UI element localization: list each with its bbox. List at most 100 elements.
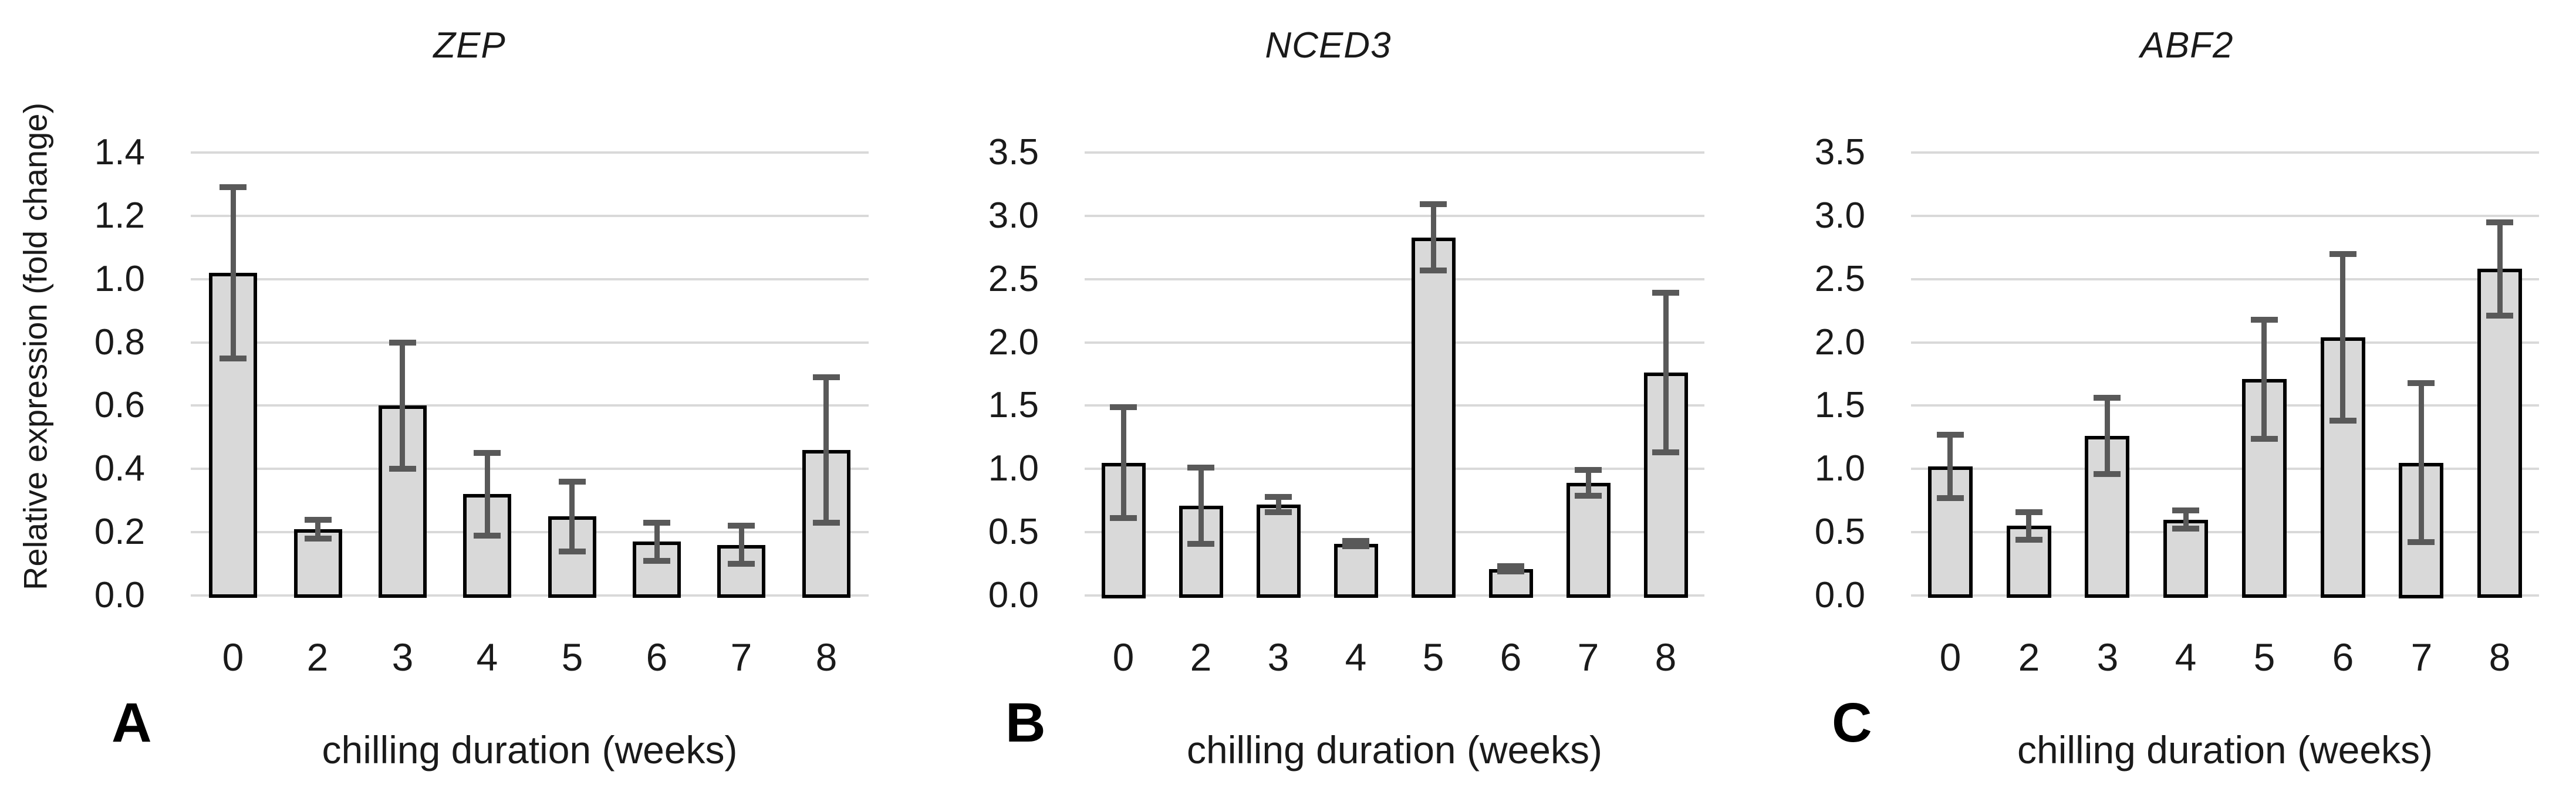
x-tick-label: 4 <box>476 635 498 679</box>
error-bar-cap <box>2094 471 2121 477</box>
gridline <box>1085 214 1704 217</box>
error-bar-cap <box>1652 449 1679 455</box>
gridline <box>1085 404 1704 407</box>
error-bar-cap <box>2329 418 2356 424</box>
error-bar-stem <box>1121 407 1126 519</box>
error-bar-cap <box>1110 404 1137 410</box>
error-bar-cap <box>2486 219 2513 225</box>
y-tick-label: 0.5 <box>1814 512 1865 553</box>
error-bar-cap <box>2015 537 2042 543</box>
error-bar-stem <box>1947 435 1953 498</box>
y-tick-label: 3.0 <box>1814 195 1865 236</box>
error-bar-cap <box>813 520 840 526</box>
chart-title: ABF2 <box>2140 25 2234 66</box>
gridline <box>1085 531 1704 534</box>
error-bar-cap <box>2408 539 2435 545</box>
y-tick-label: 1.5 <box>988 385 1039 426</box>
y-tick-label: 2.5 <box>1814 258 1865 299</box>
y-tick-label: 0.4 <box>94 448 145 489</box>
x-tick-label: 5 <box>1422 635 1444 679</box>
gridline <box>1911 341 2539 344</box>
error-bar-stem <box>823 377 829 523</box>
y-tick-label: 2.0 <box>1814 322 1865 363</box>
y-tick-label: 1.4 <box>94 132 145 172</box>
y-tick-label: 0.2 <box>94 512 145 553</box>
y-tick-label: 3.5 <box>1814 132 1865 172</box>
bar <box>1334 544 1378 598</box>
x-tick-label: 6 <box>646 635 668 679</box>
x-axis-title: chilling duration (weeks) <box>2017 728 2433 771</box>
chart-title: NCED3 <box>1265 25 1392 66</box>
x-tick-label: 0 <box>222 635 244 679</box>
error-bar-cap <box>1937 495 1964 501</box>
y-tick-label: 1.0 <box>94 258 145 299</box>
error-bar-cap <box>1575 467 1602 473</box>
error-bar-stem <box>2261 320 2267 439</box>
gridline <box>191 341 869 344</box>
gridline <box>1911 214 2539 217</box>
error-bar-stem <box>1431 204 1436 270</box>
y-tick-label: 3.5 <box>988 132 1039 172</box>
gridline <box>1911 531 2539 534</box>
y-tick-label: 0.0 <box>988 575 1039 615</box>
y-tick-label: 0.6 <box>94 385 145 426</box>
gridline <box>191 214 869 217</box>
x-tick-label: 5 <box>561 635 583 679</box>
error-bar-cap <box>1497 568 1524 574</box>
y-tick-label: 0.0 <box>1814 575 1865 615</box>
error-bar-cap <box>389 340 416 346</box>
panel-letter: A <box>112 692 152 754</box>
error-bar-cap <box>1110 515 1137 521</box>
error-bar-cap <box>2486 313 2513 319</box>
error-bar-cap <box>2251 317 2278 323</box>
error-bar-stem <box>2497 222 2503 316</box>
gridline <box>1911 594 2539 597</box>
error-bar-cap <box>813 374 840 380</box>
error-bar-cap <box>1420 268 1447 273</box>
error-bar-cap <box>2172 526 2199 532</box>
y-tick-label: 1.0 <box>988 448 1039 489</box>
error-bar-stem <box>315 520 320 539</box>
error-bar-stem <box>2026 512 2031 540</box>
gridline <box>1085 468 1704 471</box>
x-tick-label: 0 <box>1939 635 1961 679</box>
error-bar-cap <box>559 479 586 485</box>
gridline <box>1085 278 1704 280</box>
chart-panel-a: ZEP Relative expression (fold change) ch… <box>0 0 869 802</box>
x-tick-label: 7 <box>1577 635 1599 679</box>
gridline <box>1085 594 1704 597</box>
chart-panel-c: ABF2 chilling duration (weeks) C 3.5 3.0 2… <box>1717 0 2576 802</box>
error-bar-cap <box>2408 380 2435 386</box>
error-bar-cap <box>1937 432 1964 438</box>
gridline <box>1911 404 2539 407</box>
error-bar-stem <box>2105 398 2110 473</box>
x-tick-label: 7 <box>730 635 752 679</box>
error-bar-stem <box>1198 468 1204 543</box>
chart-title: ZEP <box>433 25 506 66</box>
error-bar-cap <box>305 517 332 523</box>
y-tick-label: 2.5 <box>988 258 1039 299</box>
gridline <box>1911 151 2539 154</box>
gridline <box>191 404 869 407</box>
error-bar-cap <box>1187 465 1214 471</box>
error-bar-cap <box>474 533 501 539</box>
error-bar-stem <box>2340 254 2345 421</box>
gridline <box>191 594 869 597</box>
bar <box>1566 483 1611 598</box>
error-bar-cap <box>728 561 755 567</box>
gridline <box>1085 341 1704 344</box>
error-bar-stem <box>2183 510 2189 528</box>
error-bar-stem <box>739 526 744 564</box>
x-tick-label: 8 <box>815 635 838 679</box>
x-tick-label: 7 <box>2410 635 2433 679</box>
gridline <box>1911 278 2539 280</box>
error-bar-stem <box>1663 293 1669 452</box>
gridline <box>191 151 869 154</box>
error-bar-cap <box>643 558 670 564</box>
panel-letter: B <box>1005 692 1046 754</box>
error-bar-cap <box>389 466 416 472</box>
error-bar-cap <box>1265 494 1292 500</box>
error-bar-cap <box>1265 509 1292 515</box>
x-axis-title: chilling duration (weeks) <box>322 728 738 771</box>
